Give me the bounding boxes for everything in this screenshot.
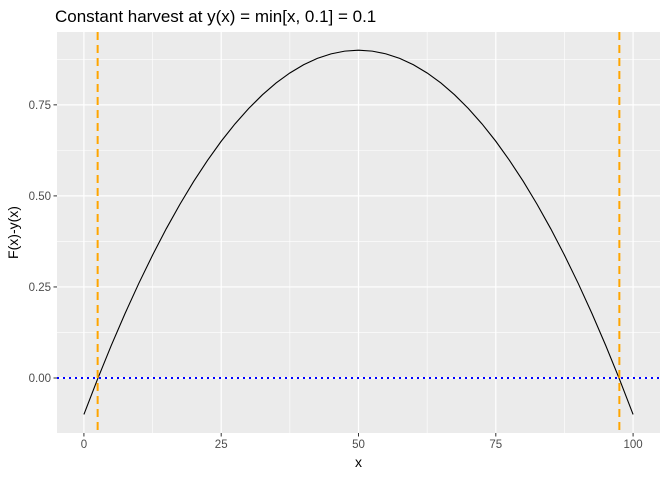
series-line-1 — [83, 49, 634, 415]
y-tick-label: 0.00 — [29, 373, 51, 385]
y-tick-label: 0.25 — [29, 282, 51, 294]
y-tick-label: 0.75 — [29, 100, 51, 112]
reference-lines — [57, 32, 660, 433]
x-axis: 0 25 50 75 100 — [81, 433, 643, 451]
y-axis: 0.00 0.25 0.50 0.75 — [29, 100, 57, 385]
x-tick-label: 100 — [623, 439, 642, 451]
y-tick-label: 0.50 — [29, 191, 51, 203]
y-axis-title: F(x)-y(x) — [5, 206, 21, 259]
x-tick-label: 0 — [81, 439, 87, 451]
chart-title: Constant harvest at y(x) = min[x, 0.1] =… — [55, 7, 376, 26]
series-layer — [83, 49, 634, 415]
x-tick-label: 75 — [489, 439, 502, 451]
x-tick-label: 50 — [352, 439, 365, 451]
x-axis-title: x — [355, 454, 362, 470]
x-tick-label: 25 — [215, 439, 228, 451]
